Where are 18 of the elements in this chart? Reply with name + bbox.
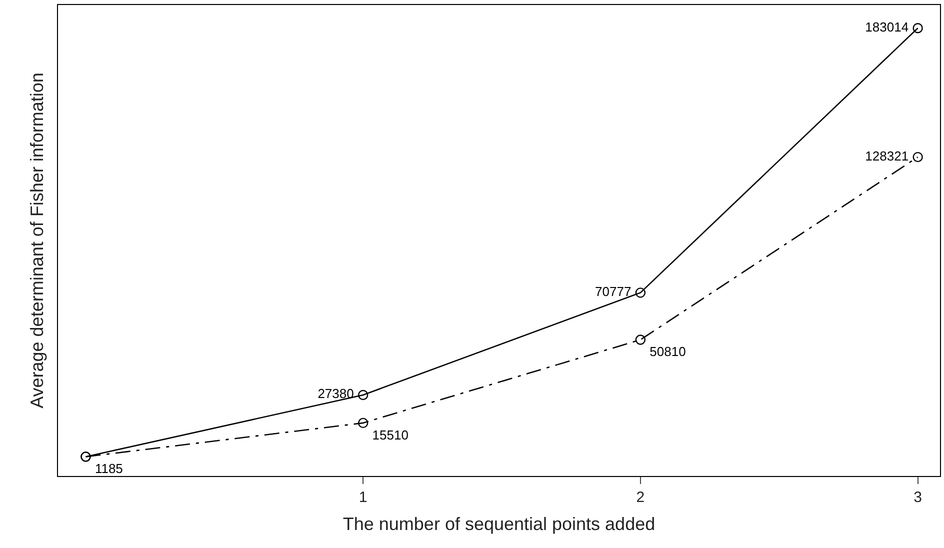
data-label: 183014 bbox=[862, 19, 912, 34]
x-tick-label: 1 bbox=[358, 489, 368, 506]
point bbox=[358, 418, 368, 428]
point bbox=[635, 288, 646, 298]
data-label: 128321 bbox=[862, 148, 912, 164]
data-label: 50810 bbox=[647, 344, 688, 360]
data-label: 15510 bbox=[370, 427, 412, 442]
x-tick-label: 2 bbox=[636, 489, 645, 506]
x-axis-title: The number of sequential points added bbox=[342, 514, 656, 534]
data-label: 1185 bbox=[92, 461, 126, 476]
point bbox=[912, 152, 923, 162]
data-label: 27380 bbox=[315, 386, 356, 402]
data-label: 70777 bbox=[592, 284, 634, 299]
x-tick-label: 3 bbox=[914, 489, 922, 506]
y-axis-title: Average determinant of Fisher information bbox=[27, 72, 48, 408]
point bbox=[358, 390, 368, 400]
point bbox=[912, 23, 923, 34]
point bbox=[635, 334, 646, 345]
